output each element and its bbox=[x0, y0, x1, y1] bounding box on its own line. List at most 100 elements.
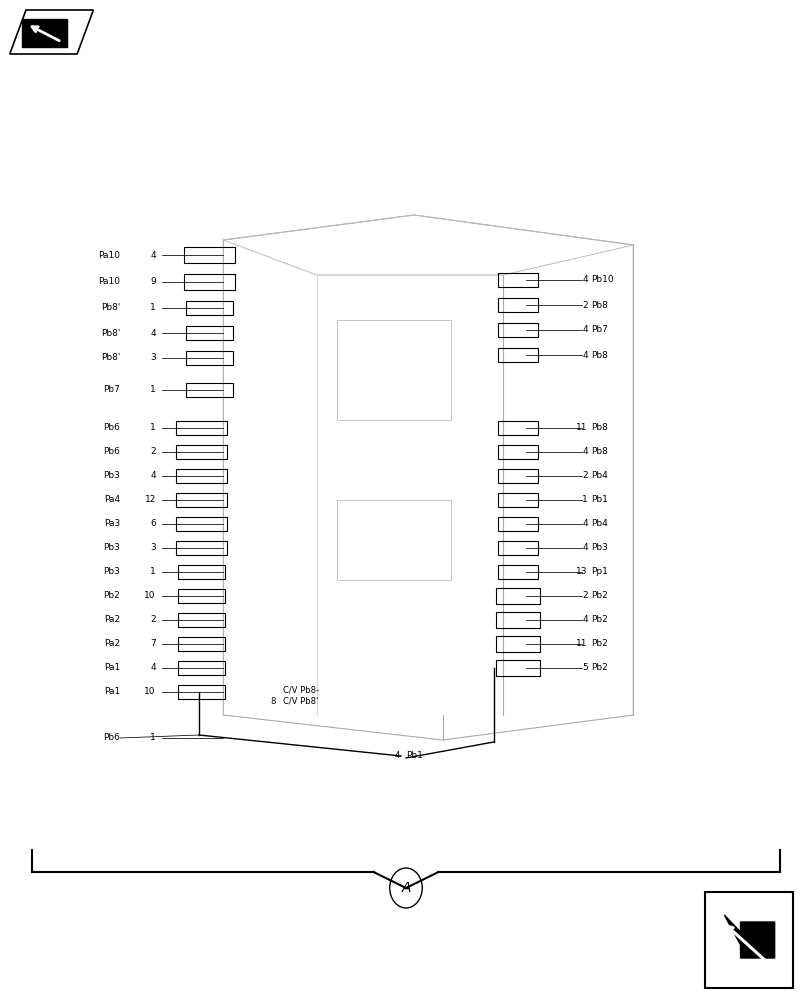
Text: Pb2: Pb2 bbox=[590, 640, 607, 648]
Bar bbox=[186, 351, 233, 365]
Bar bbox=[495, 612, 540, 628]
Text: 4: 4 bbox=[150, 472, 156, 481]
Bar bbox=[704, 892, 792, 988]
Text: Pa10: Pa10 bbox=[98, 277, 120, 286]
Text: 4: 4 bbox=[150, 664, 156, 672]
Text: 1: 1 bbox=[150, 385, 156, 394]
Text: 1: 1 bbox=[150, 568, 156, 576]
Text: Pa1: Pa1 bbox=[104, 664, 120, 672]
Text: 10: 10 bbox=[144, 688, 156, 696]
Bar bbox=[497, 348, 538, 362]
Bar bbox=[186, 383, 233, 397]
Text: 3: 3 bbox=[150, 544, 156, 552]
Text: Pa10: Pa10 bbox=[98, 250, 120, 259]
Text: Pb7: Pb7 bbox=[590, 326, 607, 334]
Bar bbox=[337, 320, 450, 420]
Bar bbox=[337, 500, 450, 580]
Bar bbox=[176, 445, 226, 459]
Text: 13: 13 bbox=[576, 568, 587, 576]
Text: Pa3: Pa3 bbox=[104, 520, 120, 528]
Text: Pb1: Pb1 bbox=[406, 750, 423, 760]
Text: Pb2: Pb2 bbox=[590, 591, 607, 600]
Text: Pb3: Pb3 bbox=[103, 472, 120, 481]
Text: 4: 4 bbox=[581, 351, 587, 360]
Text: Pp1: Pp1 bbox=[590, 568, 607, 576]
Text: Pb2: Pb2 bbox=[103, 591, 120, 600]
Bar bbox=[495, 588, 540, 604]
Text: 4: 4 bbox=[581, 544, 587, 552]
Text: 7: 7 bbox=[150, 640, 156, 648]
Bar bbox=[495, 636, 540, 652]
Polygon shape bbox=[22, 19, 67, 47]
Text: 4: 4 bbox=[581, 326, 587, 334]
Text: 4: 4 bbox=[150, 328, 156, 338]
Bar bbox=[497, 565, 538, 579]
Bar bbox=[178, 637, 225, 651]
Text: 4: 4 bbox=[395, 750, 400, 760]
Text: Pb6: Pb6 bbox=[103, 424, 120, 432]
Text: 4: 4 bbox=[581, 615, 587, 624]
Bar bbox=[497, 273, 538, 287]
Text: Pb1: Pb1 bbox=[590, 495, 607, 504]
Text: 2: 2 bbox=[581, 300, 587, 310]
Bar bbox=[176, 421, 226, 435]
Text: Pb3: Pb3 bbox=[590, 544, 607, 552]
Text: Pb8: Pb8 bbox=[590, 424, 607, 432]
Text: Pb6: Pb6 bbox=[103, 734, 120, 742]
Text: Pb3: Pb3 bbox=[103, 544, 120, 552]
Text: 9: 9 bbox=[150, 277, 156, 286]
Text: 2: 2 bbox=[581, 591, 587, 600]
Text: 1: 1 bbox=[150, 424, 156, 432]
Polygon shape bbox=[723, 915, 774, 958]
Bar bbox=[178, 589, 225, 603]
Bar bbox=[186, 326, 233, 340]
Bar bbox=[186, 301, 233, 315]
Bar bbox=[184, 274, 234, 290]
Bar bbox=[178, 661, 225, 675]
Bar bbox=[176, 541, 226, 555]
Bar bbox=[176, 493, 226, 507]
Bar bbox=[497, 421, 538, 435]
Text: 2: 2 bbox=[150, 448, 156, 456]
Text: Pb2: Pb2 bbox=[590, 615, 607, 624]
Text: Pb8': Pb8' bbox=[101, 304, 120, 312]
Text: Pb8: Pb8 bbox=[590, 448, 607, 456]
Text: 4: 4 bbox=[581, 275, 587, 284]
Text: Pa2: Pa2 bbox=[104, 615, 120, 624]
Text: Pa4: Pa4 bbox=[104, 495, 120, 504]
Text: Pa1: Pa1 bbox=[104, 688, 120, 696]
Bar bbox=[497, 493, 538, 507]
Text: 4: 4 bbox=[581, 520, 587, 528]
Text: C/V Pb8': C/V Pb8' bbox=[282, 696, 317, 706]
Text: Pb6: Pb6 bbox=[103, 448, 120, 456]
Bar bbox=[178, 685, 225, 699]
Text: Pb8': Pb8' bbox=[101, 328, 120, 338]
Text: 10: 10 bbox=[144, 591, 156, 600]
Bar bbox=[497, 517, 538, 531]
Text: 12: 12 bbox=[144, 495, 156, 504]
Text: Pb8': Pb8' bbox=[101, 354, 120, 362]
Text: 4: 4 bbox=[581, 448, 587, 456]
Text: C/V Pb8-: C/V Pb8- bbox=[282, 686, 318, 694]
Text: 1: 1 bbox=[150, 304, 156, 312]
Text: 4: 4 bbox=[150, 250, 156, 259]
Bar bbox=[178, 565, 225, 579]
Bar bbox=[495, 660, 540, 676]
Text: 3: 3 bbox=[150, 354, 156, 362]
Text: Pa2: Pa2 bbox=[104, 640, 120, 648]
Text: Pb8: Pb8 bbox=[590, 351, 607, 360]
Text: Pb10: Pb10 bbox=[590, 275, 613, 284]
Text: 5: 5 bbox=[581, 664, 587, 672]
Text: Pb4: Pb4 bbox=[590, 520, 607, 528]
Text: 8: 8 bbox=[270, 696, 276, 706]
Bar bbox=[497, 469, 538, 483]
Bar bbox=[176, 517, 226, 531]
Bar bbox=[497, 323, 538, 337]
Text: 1: 1 bbox=[150, 734, 156, 742]
Text: Pb8: Pb8 bbox=[590, 300, 607, 310]
Text: 2: 2 bbox=[150, 615, 156, 624]
Bar bbox=[497, 298, 538, 312]
Bar bbox=[497, 445, 538, 459]
Text: 11: 11 bbox=[576, 640, 587, 648]
Text: Pb4: Pb4 bbox=[590, 472, 607, 481]
